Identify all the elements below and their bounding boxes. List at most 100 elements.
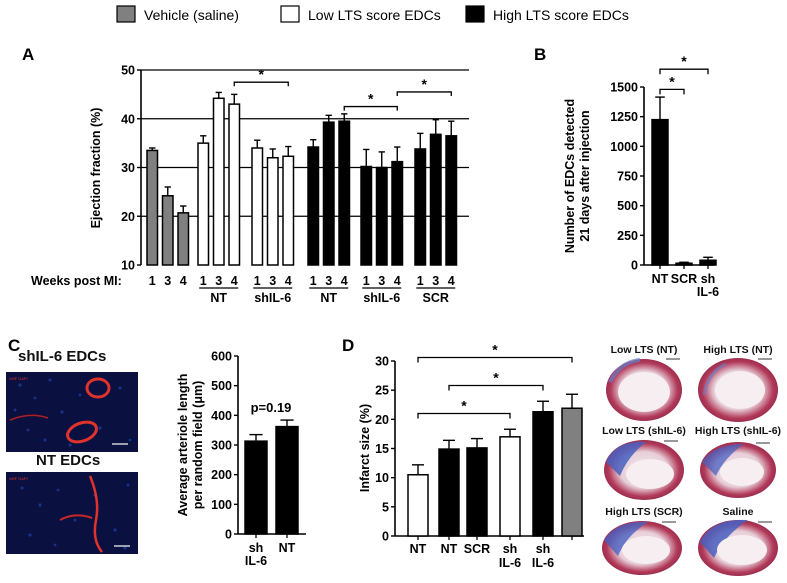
b-xtick-label: sh IL-6 [697, 272, 719, 299]
a-xtick-label: 1 [310, 274, 317, 288]
a-ytick-label: 10 [121, 259, 135, 273]
micrograph-nt-title: NT EDCs [36, 452, 101, 469]
a-bar [228, 103, 241, 266]
b-bar [699, 259, 717, 266]
b-sig-star: * [669, 73, 675, 89]
a-bar [282, 155, 295, 266]
b-ytick-label: 1000 [610, 140, 638, 154]
a-xtick-label: 3 [269, 274, 276, 288]
micrograph-shil6-title: shIL-6 EDCs [18, 348, 107, 365]
d-bar [438, 448, 460, 537]
a-sig-star: * [259, 66, 265, 82]
chart-b: 0 250 500 750 1000 1250 1500 Number of EDCs det… [563, 53, 719, 299]
d-xtick-label: sh IL-6 [499, 542, 521, 570]
d-sig-star: * [461, 398, 467, 414]
d-sig-bracket [417, 412, 511, 419]
a-ytick-label: 20 [121, 210, 135, 224]
b-sig-bracket [659, 88, 685, 95]
a-bar [322, 121, 335, 266]
a-xtick-label: 3 [325, 274, 332, 288]
a-bar [307, 146, 320, 266]
b-ytick-label: 1500 [610, 81, 638, 95]
c-ytick-label: 300 [211, 439, 232, 453]
b-ytick-label: 250 [617, 229, 638, 243]
legend-swatch-high [465, 5, 485, 23]
a-group-label: shIL-6 [254, 291, 291, 305]
c-ytick-label: 0 [225, 528, 232, 542]
a-bar [161, 195, 174, 266]
legend-label-low: Low LTS score EDCs [308, 7, 441, 23]
b-ylabel: Number of EDCs detected21 days after inj… [563, 99, 592, 253]
a-ylabel: Ejection fraction (%) [89, 108, 103, 229]
panel-letter-d: D [342, 336, 354, 355]
d-ytick-label: 5 [382, 500, 389, 514]
chart-d: 0 5 10 15 20 25 30 Infarct size (%) NT NT SCR sh IL-… [358, 342, 584, 570]
d-xtick-label: SCR [464, 542, 490, 556]
a-xtick-label: 3 [215, 274, 222, 288]
a-bar [445, 135, 458, 266]
d-ylabel: Infarct size (%) [358, 404, 372, 492]
a-bar [197, 142, 210, 266]
svg-text:vWF DAPI: vWF DAPI [9, 476, 28, 481]
c-ylabel: Average arteriole lengthper random field… [176, 374, 205, 517]
b-bar [675, 262, 693, 266]
heart-high-shil6 [700, 442, 776, 498]
heart-label-high-scr: High LTS (SCR) [605, 506, 683, 518]
c-bar [275, 425, 299, 535]
a-xtick-label: 1 [149, 274, 156, 288]
a-xtick-label: 4 [180, 274, 187, 288]
panel-letter-b: B [534, 45, 546, 64]
d-bar [466, 447, 488, 537]
heart-high-scr [602, 521, 682, 575]
d-ytick-label: 10 [375, 471, 389, 485]
c-ytick-label: 400 [211, 409, 232, 423]
c-ytick-label: 500 [211, 379, 232, 393]
a-ytick-label: 50 [121, 64, 135, 78]
b-sig-bracket [659, 68, 709, 75]
c-ytick-label: 600 [211, 350, 232, 364]
c-bar [244, 440, 268, 535]
b-xtick-label: SCR [671, 272, 697, 286]
a-xtick-label: 1 [363, 274, 370, 288]
a-xtick-label: 3 [164, 274, 171, 288]
c-xtick-label: NT [279, 541, 296, 555]
a-bar [360, 165, 373, 266]
a-ytick-label: 30 [121, 161, 135, 175]
d-bar [499, 436, 521, 537]
a-xtick-label: 4 [231, 274, 238, 288]
a-bar [266, 157, 279, 266]
chart-c: 0 100 200 300 400 500 600 Average arteriole len… [176, 350, 306, 568]
heart-high-nt [698, 358, 778, 422]
svg-text:vWF DAPI: vWF DAPI [9, 376, 28, 381]
d-sig-bracket [448, 384, 544, 391]
d-sig-star: * [493, 370, 499, 386]
a-sig-star: * [422, 76, 428, 92]
a-xtick-label: 4 [394, 274, 401, 288]
b-ytick-label: 500 [617, 199, 638, 213]
c-ytick-label: 100 [211, 498, 232, 512]
heart-label-low-nt: Low LTS (NT) [610, 344, 678, 356]
micrograph-shil6: vWF DAPI [6, 372, 138, 452]
d-ytick-label: 20 [375, 413, 389, 427]
d-sig-star: * [492, 342, 498, 358]
a-group-label: SCR [423, 291, 449, 305]
d-ytick-label: 0 [382, 530, 389, 544]
d-bar [532, 411, 554, 537]
d-bar [407, 474, 429, 537]
heart-label-high-shil6: High LTS (shIL-6) [694, 425, 782, 437]
a-xtick-label: 1 [200, 274, 207, 288]
a-group-label: shIL-6 [363, 291, 400, 305]
heart-label-high-nt: High LTS (NT) [703, 344, 773, 356]
a-xtick-label: 4 [285, 274, 292, 288]
legend-swatch-low [280, 5, 300, 23]
b-sig-star: * [681, 53, 687, 69]
a-xtick-label: 1 [254, 274, 261, 288]
a-group-label: NT [210, 291, 227, 305]
b-ytick-label: 1250 [610, 110, 638, 124]
a-bar [146, 149, 159, 266]
legend-swatch-vehicle [116, 5, 136, 23]
legend: Vehicle (saline) Low LTS score EDCs High… [116, 5, 629, 23]
a-sig-bracket [343, 105, 398, 111]
a-bar [375, 166, 388, 266]
